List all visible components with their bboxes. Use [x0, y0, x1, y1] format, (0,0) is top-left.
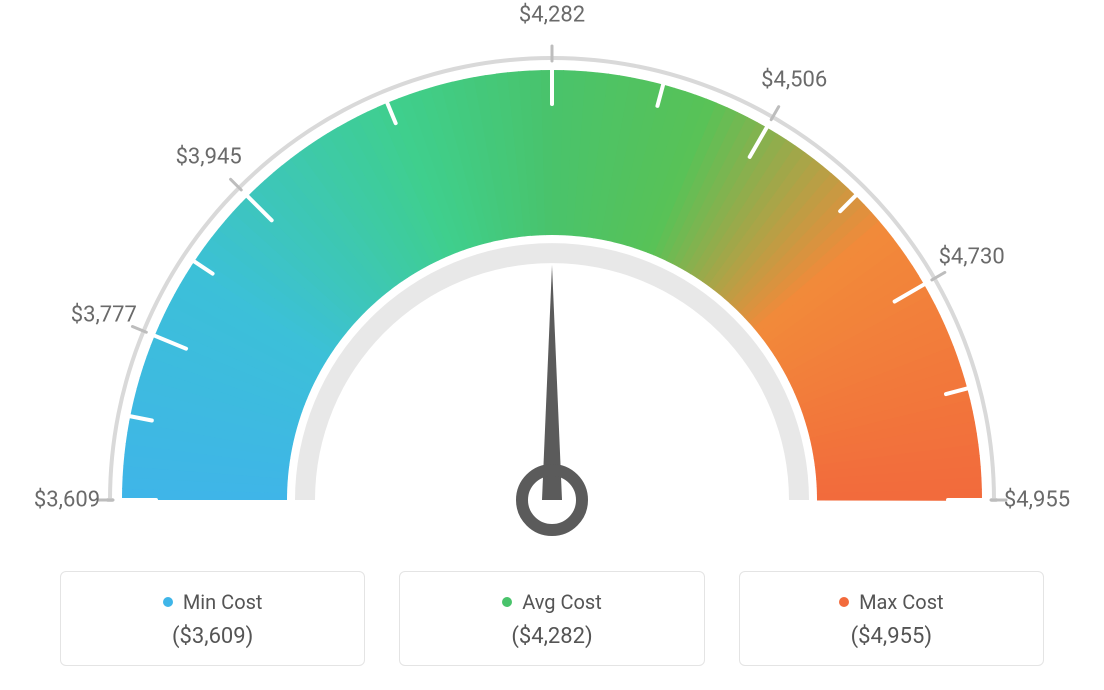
card-title: Min Cost — [183, 590, 263, 614]
gauge-tick-label: $3,609 — [34, 488, 100, 513]
gauge-tick-label: $3,777 — [71, 302, 137, 327]
card-title: Max Cost — [859, 590, 944, 614]
gauge-svg — [0, 0, 1104, 560]
card-max-cost: Max Cost ($4,955) — [739, 571, 1044, 666]
gauge-tick-label: $4,955 — [1004, 488, 1070, 513]
card-title: Avg Cost — [522, 590, 602, 614]
gauge-tick-label: $3,945 — [176, 145, 242, 170]
gauge-chart: $3,609 $3,777 $3,945 $4,282 $4,506 $4,730 $4,9… — [0, 0, 1104, 560]
card-value: ($4,282) — [420, 624, 683, 649]
gauge-tick-label: $4,506 — [761, 67, 827, 92]
summary-cards: Min Cost ($3,609) Avg Cost ($4,282) Max … — [60, 571, 1044, 666]
dot-icon — [839, 597, 849, 607]
card-avg-cost: Avg Cost ($4,282) — [399, 571, 704, 666]
gauge-tick-label: $4,730 — [939, 244, 1005, 269]
dot-icon — [163, 597, 173, 607]
gauge-tick-label: $4,282 — [519, 3, 585, 28]
card-min-cost: Min Cost ($3,609) — [60, 571, 365, 666]
card-value: ($4,955) — [760, 624, 1023, 649]
card-value: ($3,609) — [81, 624, 344, 649]
dot-icon — [502, 597, 512, 607]
